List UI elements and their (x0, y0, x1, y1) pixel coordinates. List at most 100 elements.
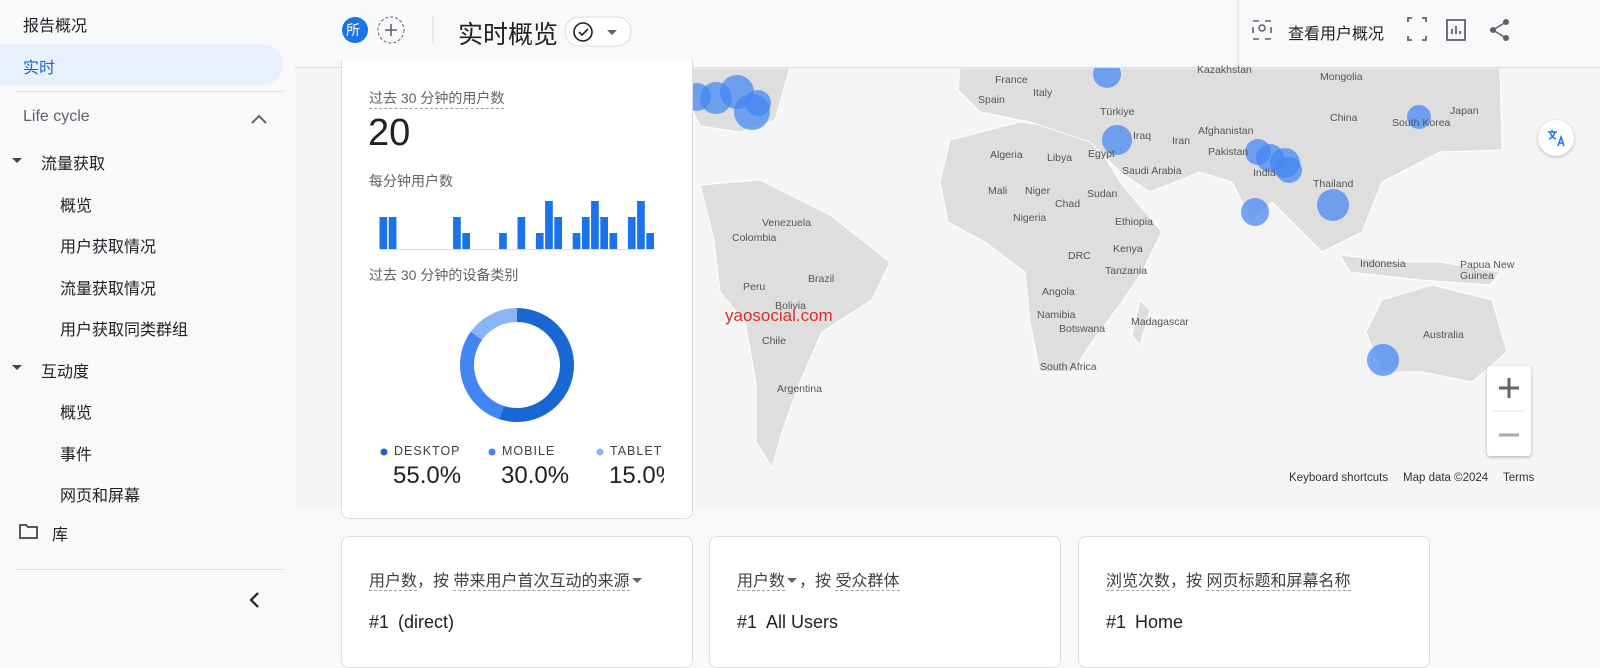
legend-dot (596, 448, 604, 456)
map-label: Madagascar (1131, 316, 1189, 328)
map-footer-link[interactable]: Terms (1503, 472, 1535, 484)
nav-group[interactable]: 流量获取 (41, 156, 106, 173)
nav-item[interactable]: 概览 (60, 197, 93, 215)
map-label: Niger (1025, 185, 1051, 197)
map-label: Iraq (1133, 130, 1152, 142)
metric-selector[interactable]: 用户数 (737, 573, 786, 591)
legend-value: 30.0% (501, 462, 570, 489)
legend-dot (488, 448, 496, 456)
nav-item[interactable]: 流量获取情况 (60, 280, 157, 298)
map-label: Papua New Guinea (1460, 259, 1515, 282)
map-label: Italy (1033, 87, 1053, 99)
map-label: South Africa (1040, 361, 1097, 373)
nav-item[interactable]: 用户获取情况 (60, 239, 157, 256)
map-label: China (1330, 112, 1358, 124)
metric-selector[interactable]: 用户数 (369, 573, 418, 591)
nav-item[interactable]: 网页和屏幕 (60, 488, 141, 505)
nav-library[interactable]: 库 (52, 527, 69, 544)
legend-value: 55.0% (393, 462, 462, 489)
nav-section[interactable]: Life cycle (23, 108, 90, 125)
user-bubbles (683, 68, 1431, 376)
dropdown-caret[interactable] (631, 578, 642, 583)
bar (609, 233, 618, 249)
legend-label: MOBILE (502, 444, 556, 458)
land (687, 68, 1508, 470)
map-label: Angola (1042, 286, 1075, 298)
map-label: Bolivia (775, 300, 806, 312)
legend-label: DESKTOP (394, 444, 461, 458)
map-label: Chile (762, 335, 786, 347)
map-label: Saudi Arabia (1122, 165, 1182, 177)
map-label: Türkiye (1100, 106, 1135, 118)
bar (600, 217, 608, 249)
property-badge: 所 (346, 22, 360, 38)
summary-card: 用户数，按 带来用户首次互动的来源 #1 (direct) (341, 536, 693, 668)
page-title: 实时概览 (458, 21, 559, 49)
zoom-control (1487, 366, 1531, 456)
bar (462, 233, 470, 249)
donut-segment (460, 331, 504, 420)
zoom-icons (1493, 378, 1525, 437)
map-label: Pakistan (1208, 146, 1249, 158)
donut-segment (470, 308, 517, 340)
translate-button[interactable] (1538, 120, 1574, 156)
nav-group[interactable]: 互动度 (41, 363, 90, 381)
bar (453, 217, 461, 249)
map-label: Algeria (990, 149, 1023, 161)
map-label: Spain (978, 94, 1005, 106)
map-label: DRC (1068, 250, 1091, 262)
nav-item[interactable]: 概览 (60, 405, 93, 422)
bar (545, 201, 553, 249)
bar (646, 233, 654, 249)
dropdown-caret[interactable] (787, 578, 798, 583)
dimension-selector[interactable]: 网页标题和屏幕名称 (1206, 573, 1351, 591)
map-label: Colombia (732, 232, 777, 244)
top-item: Home (1135, 612, 1184, 632)
map-footer-link[interactable]: Map data ©2024 (1403, 472, 1489, 484)
sidebar-icons (12, 114, 267, 608)
rank: #1 (369, 612, 390, 632)
top-item: (direct) (398, 612, 455, 632)
header-icons (342, 0, 1509, 67)
map-label: Ethiopia (1115, 216, 1153, 228)
user-snapshot-button[interactable]: 查看用户概况 (1288, 26, 1385, 43)
summary-card: 用户数 ，按 受众群体 #1 All Users (709, 536, 1061, 668)
nav-item[interactable]: 报告概况 (23, 18, 88, 35)
metric-label: 过去 30 分钟的用户数 (369, 88, 505, 109)
map-label: Indonesia (1360, 258, 1406, 270)
nav-item[interactable]: 用户获取同类群组 (60, 322, 189, 339)
chart-title: 过去 30 分钟的设备类别 (369, 267, 519, 283)
map-label: Thailand (1313, 178, 1354, 190)
divider (15, 569, 283, 570)
map-label: Libya (1047, 152, 1073, 164)
bar (591, 201, 599, 249)
map-label: South Korea (1392, 117, 1451, 129)
nav-item-active[interactable]: 实时 (23, 60, 56, 77)
map-label: Mali (988, 185, 1008, 197)
active-highlight (0, 44, 283, 85)
top-item: All Users (766, 612, 839, 632)
map-label: Kenya (1113, 243, 1143, 255)
map-label: Kazakhstan (1197, 64, 1252, 76)
bar (627, 217, 636, 249)
bar (517, 217, 526, 249)
rank: #1 (1106, 612, 1127, 632)
chart-title: 每分钟用户数 (369, 173, 453, 189)
dimension-selector[interactable]: 受众群体 (835, 573, 900, 591)
map-label: Chad (1055, 198, 1081, 210)
donut-segment (499, 308, 575, 422)
by-text: ，按 (799, 573, 832, 590)
legend-dot (380, 448, 388, 456)
metric-selector[interactable]: 浏览次数 (1106, 573, 1171, 591)
divider (15, 91, 283, 92)
map-footer-link[interactable]: Keyboard shortcuts (1289, 472, 1389, 484)
rank: #1 (737, 612, 758, 632)
nav-item[interactable]: 事件 (60, 446, 93, 464)
realtime-charts (379, 201, 655, 456)
map-label: Egypt (1088, 148, 1115, 160)
map-label: Japan (1450, 105, 1479, 117)
dimension-selector[interactable]: 带来用户首次互动的来源 (453, 573, 630, 591)
realtime-card: 过去 30 分钟的用户数 20 每分钟用户数 过去 30 分钟的设备类别 DESKTOP… (341, 60, 693, 519)
bar (572, 233, 581, 249)
translate-icon (1548, 130, 1565, 147)
